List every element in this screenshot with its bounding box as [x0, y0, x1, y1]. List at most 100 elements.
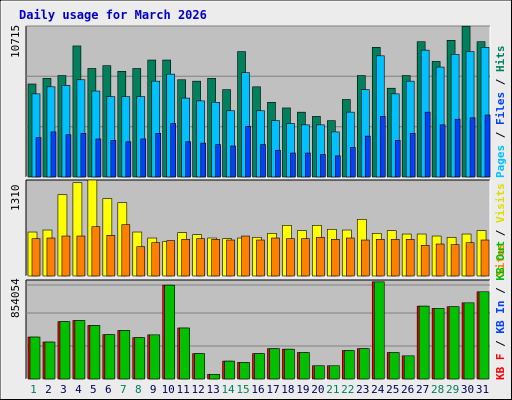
day-label-5: 5 — [90, 383, 97, 396]
legend-sep-3: / — [494, 223, 507, 243]
bar-sites-day-3 — [61, 235, 71, 277]
day-label-11: 11 — [177, 383, 190, 396]
bar-kbin-day-11 — [179, 327, 190, 380]
bar-sites-day-5 — [91, 226, 101, 277]
bar-sites-day-27 — [420, 245, 430, 277]
bar-sites-day-30 — [465, 242, 475, 277]
day-label-14: 14 — [221, 383, 235, 396]
day-label-28: 28 — [431, 383, 444, 396]
bar-pages-day-13 — [215, 144, 221, 178]
bar-kbin-day-2 — [44, 341, 56, 380]
bar-kbin-day-17 — [269, 348, 280, 380]
bar-sites-day-12 — [196, 238, 205, 277]
day-label-2: 2 — [45, 383, 52, 396]
bar-pages-day-23 — [364, 135, 371, 178]
bar-kbin-day-24 — [373, 281, 385, 380]
bar-kbin-day-29 — [448, 306, 460, 380]
legend-sep-5: / — [494, 281, 507, 301]
bar-sites-day-24 — [375, 239, 385, 277]
bar-pages-day-17 — [275, 149, 281, 178]
bar-pages-day-22 — [350, 147, 356, 178]
bar-sites-day-13 — [211, 239, 220, 277]
y-max-label-bottom: 854054 — [9, 278, 22, 318]
day-label-8: 8 — [135, 383, 142, 396]
bar-pages-day-26 — [409, 133, 416, 178]
bar-pages-day-19 — [305, 152, 311, 178]
bar-sites-day-4 — [76, 235, 86, 277]
legend-top: Pages / Files / Hits — [494, 46, 507, 179]
bar-kbin-day-14 — [224, 360, 235, 380]
svg-text:Sites / Visits: Sites / Visits — [494, 183, 507, 276]
bar-kbin-day-25 — [388, 352, 400, 380]
bar-sites-day-25 — [390, 239, 400, 277]
legend-visits: Visits — [494, 183, 507, 223]
chart-title: Daily usage for March 2026 — [19, 8, 207, 22]
bar-kbin-day-13 — [209, 374, 220, 380]
day-label-25: 25 — [386, 383, 399, 396]
bar-sites-day-26 — [405, 239, 415, 277]
day-label-13: 13 — [206, 383, 219, 396]
bar-pages-day-11 — [185, 141, 191, 178]
bar-sites-day-2 — [46, 237, 56, 277]
bar-sites-day-18 — [286, 238, 295, 277]
bar-kbin-day-31 — [478, 291, 490, 380]
bar-pages-day-27 — [424, 111, 431, 178]
bar-kbin-day-19 — [299, 352, 310, 380]
day-label-20: 20 — [311, 383, 324, 396]
day-label-12: 12 — [192, 383, 205, 396]
bar-sites-day-9 — [151, 242, 161, 277]
bar-sites-day-16 — [256, 239, 265, 277]
bar-sites-day-19 — [301, 238, 310, 277]
bar-sites-day-6 — [106, 235, 116, 277]
bar-sites-day-23 — [360, 239, 370, 277]
bar-pages-day-15 — [245, 125, 251, 178]
day-label-26: 26 — [401, 383, 414, 396]
legend-bottom: KB F / KB In / KB Out — [494, 241, 507, 380]
bar-sites-day-11 — [181, 239, 190, 277]
x-axis-day-labels: 1 2 3 4 5 6 7 8 9 10 11 12 13 14 15 16 17 18 19 20 21 22 23 24 2… — [30, 383, 489, 396]
day-label-9: 9 — [150, 383, 157, 396]
bar-kbin-day-22 — [344, 350, 355, 380]
bar-pages-day-12 — [200, 142, 206, 178]
legend-sep-1: / — [494, 125, 507, 145]
day-label-18: 18 — [281, 383, 294, 396]
bar-pages-day-4 — [80, 133, 87, 178]
svg-text:KB F / KB In / KB Out: KB F / KB In / KB Out — [494, 241, 507, 380]
day-label-31: 31 — [476, 383, 489, 396]
bar-pages-day-14 — [230, 145, 236, 178]
bar-pages-day-31 — [484, 114, 491, 178]
bar-kbin-day-30 — [463, 302, 475, 380]
legend-middle: Sites / Visits — [494, 183, 507, 276]
bar-kbin-day-6 — [104, 334, 116, 380]
bar-sites-day-7 — [121, 224, 131, 277]
panel-hits-files-pages — [25, 25, 491, 178]
bar-kbin-day-3 — [59, 321, 71, 380]
bar-sites-day-29 — [450, 244, 460, 277]
bar-pages-day-25 — [394, 140, 401, 178]
day-label-10: 10 — [162, 383, 175, 396]
bar-pages-day-18 — [290, 152, 296, 178]
day-label-16: 16 — [251, 383, 264, 396]
legend-kbin: KB In — [494, 301, 507, 334]
legend-kbf: KB F — [494, 354, 507, 381]
bar-sites-day-8 — [136, 246, 146, 277]
bar-kbin-day-8 — [134, 337, 146, 380]
bar-pages-day-1 — [35, 137, 42, 178]
bar-pages-day-21 — [335, 155, 341, 178]
bar-kbin-day-28 — [433, 308, 445, 380]
day-label-27: 27 — [416, 383, 429, 396]
bar-pages-day-9 — [155, 133, 162, 178]
bar-sites-day-10 — [166, 240, 176, 277]
bar-kbin-day-4 — [74, 320, 86, 380]
bar-sites-day-14 — [226, 239, 235, 277]
day-label-21: 21 — [326, 383, 339, 396]
legend-sep-4: / — [494, 334, 507, 354]
bar-sites-day-15 — [241, 235, 250, 277]
day-label-29: 29 — [446, 383, 459, 396]
y-max-label-middle: 1310 — [9, 185, 22, 212]
legend-hits: Hits — [494, 46, 507, 73]
panel-kb-in-out — [25, 279, 491, 380]
bar-sites-day-21 — [331, 239, 340, 277]
bar-kbin-day-23 — [358, 348, 370, 380]
